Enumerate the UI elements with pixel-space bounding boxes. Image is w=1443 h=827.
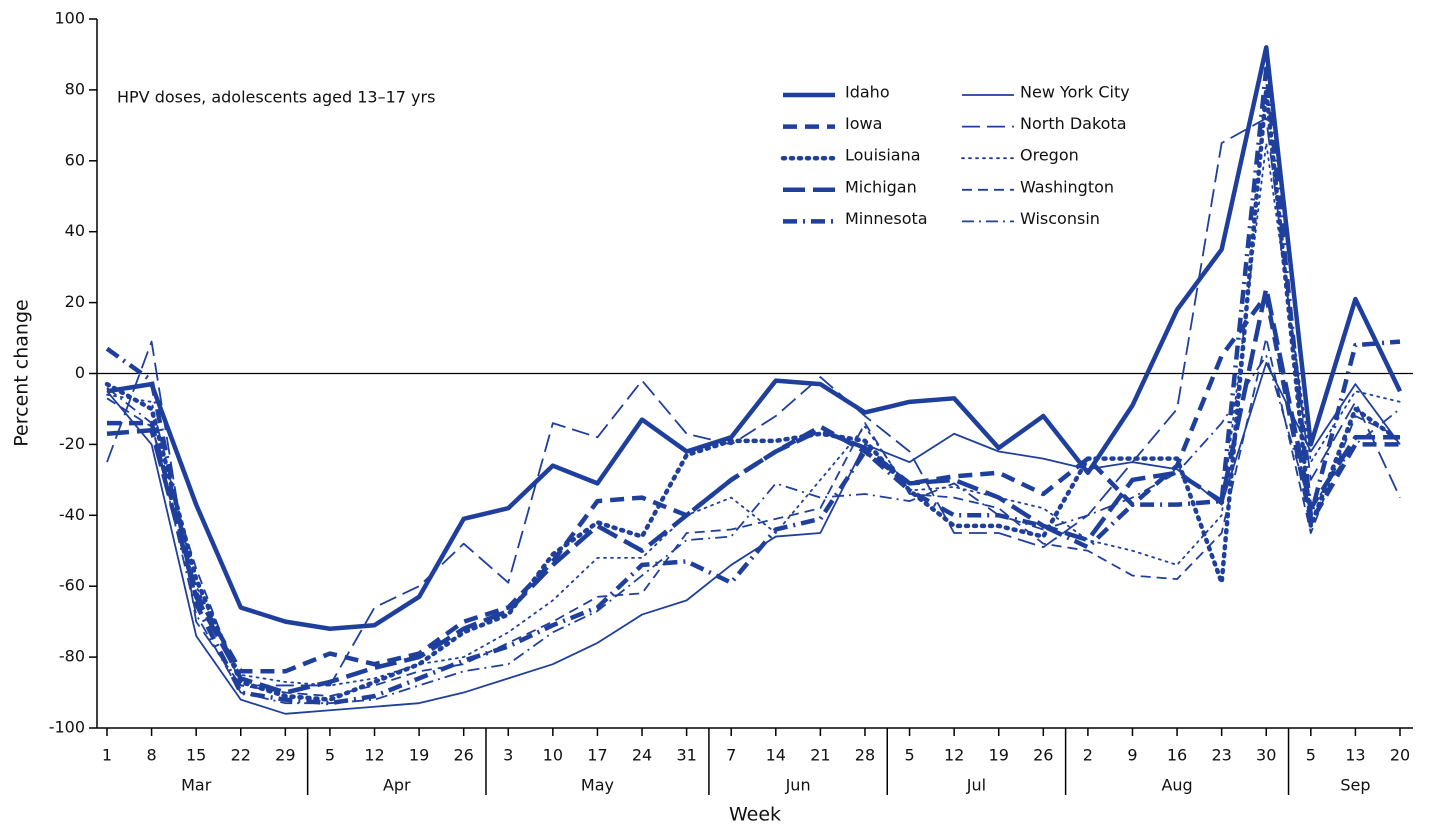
x-tick-label: 3 xyxy=(503,746,513,765)
x-tick-label: 14 xyxy=(766,746,786,765)
x-tick-label: 19 xyxy=(989,746,1009,765)
legend-label: Minnesota xyxy=(845,209,928,228)
x-tick-label: 13 xyxy=(1345,746,1365,765)
x-tick-label: 17 xyxy=(587,746,607,765)
series-line xyxy=(104,87,1403,702)
month-label: Jun xyxy=(785,776,811,795)
legend-label: Washington xyxy=(1020,177,1114,196)
y-tick-label: 80 xyxy=(65,79,85,98)
y-tick-label: 100 xyxy=(54,9,85,28)
x-tick-label: 10 xyxy=(543,746,563,765)
x-tick-label: 20 xyxy=(1390,746,1410,765)
month-label: Mar xyxy=(181,776,212,795)
y-tick-label: -20 xyxy=(59,434,85,453)
y-tick-label: -80 xyxy=(59,647,85,666)
y-tick-label: 60 xyxy=(65,150,85,169)
x-tick-label: 22 xyxy=(231,746,251,765)
y-tick-label: -40 xyxy=(59,505,85,524)
legend-label: Idaho xyxy=(845,83,890,102)
series-line xyxy=(105,66,1401,706)
x-tick-label: 26 xyxy=(1033,746,1053,765)
series-line xyxy=(106,45,1403,631)
month-label: Sep xyxy=(1340,776,1370,795)
x-tick-label: 29 xyxy=(275,746,295,765)
x-tick-label: 5 xyxy=(904,746,914,765)
legend-label: Wisconsin xyxy=(1020,209,1100,228)
x-tick-label: 15 xyxy=(186,746,206,765)
y-tick-label: 20 xyxy=(65,292,85,311)
x-tick-label: 7 xyxy=(726,746,736,765)
legend-label: Michigan xyxy=(845,177,917,196)
x-tick-label: 5 xyxy=(325,746,335,765)
x-tick-label: 31 xyxy=(676,746,696,765)
x-tick-label: 16 xyxy=(1167,746,1187,765)
x-tick-label: 21 xyxy=(810,746,830,765)
x-tick-label: 26 xyxy=(454,746,474,765)
x-tick-label: 23 xyxy=(1211,746,1231,765)
month-label: Apr xyxy=(383,776,411,795)
x-tick-label: 5 xyxy=(1306,746,1316,765)
x-axis-label: Week xyxy=(729,804,781,826)
series-line xyxy=(106,354,1401,705)
y-axis-label: Percent change xyxy=(11,299,33,446)
legend-label: New York City xyxy=(1020,83,1130,102)
x-tick-label: 30 xyxy=(1256,746,1276,765)
y-tick-label: -60 xyxy=(59,576,85,595)
month-label: Jul xyxy=(966,776,986,795)
series-line xyxy=(106,337,1401,697)
x-tick-label: 12 xyxy=(364,746,384,765)
series-line xyxy=(106,361,1401,715)
series-line xyxy=(106,286,1400,695)
legend-label: Oregon xyxy=(1020,146,1079,165)
legend-label: Louisiana xyxy=(845,146,921,165)
x-tick-label: 28 xyxy=(855,746,875,765)
x-tick-label: 2 xyxy=(1083,746,1093,765)
legend-label: Iowa xyxy=(845,114,882,133)
y-tick-label: 40 xyxy=(65,221,85,240)
x-tick-label: 24 xyxy=(632,746,652,765)
legend-label: North Dakota xyxy=(1020,114,1127,133)
series-line xyxy=(107,293,1400,674)
series-line xyxy=(106,117,1401,687)
x-tick-label: 8 xyxy=(146,746,156,765)
annotation: HPV doses, adolescents aged 13–17 yrs xyxy=(117,88,435,107)
month-label: May xyxy=(581,776,614,795)
x-tick-label: 19 xyxy=(409,746,429,765)
y-tick-label: 0 xyxy=(75,363,85,382)
series-line xyxy=(106,142,1401,687)
x-tick-label: 12 xyxy=(944,746,964,765)
month-label: Aug xyxy=(1161,776,1192,795)
y-tick-label: -100 xyxy=(49,718,85,737)
x-tick-label: 9 xyxy=(1127,746,1137,765)
x-tick-label: 1 xyxy=(102,746,112,765)
